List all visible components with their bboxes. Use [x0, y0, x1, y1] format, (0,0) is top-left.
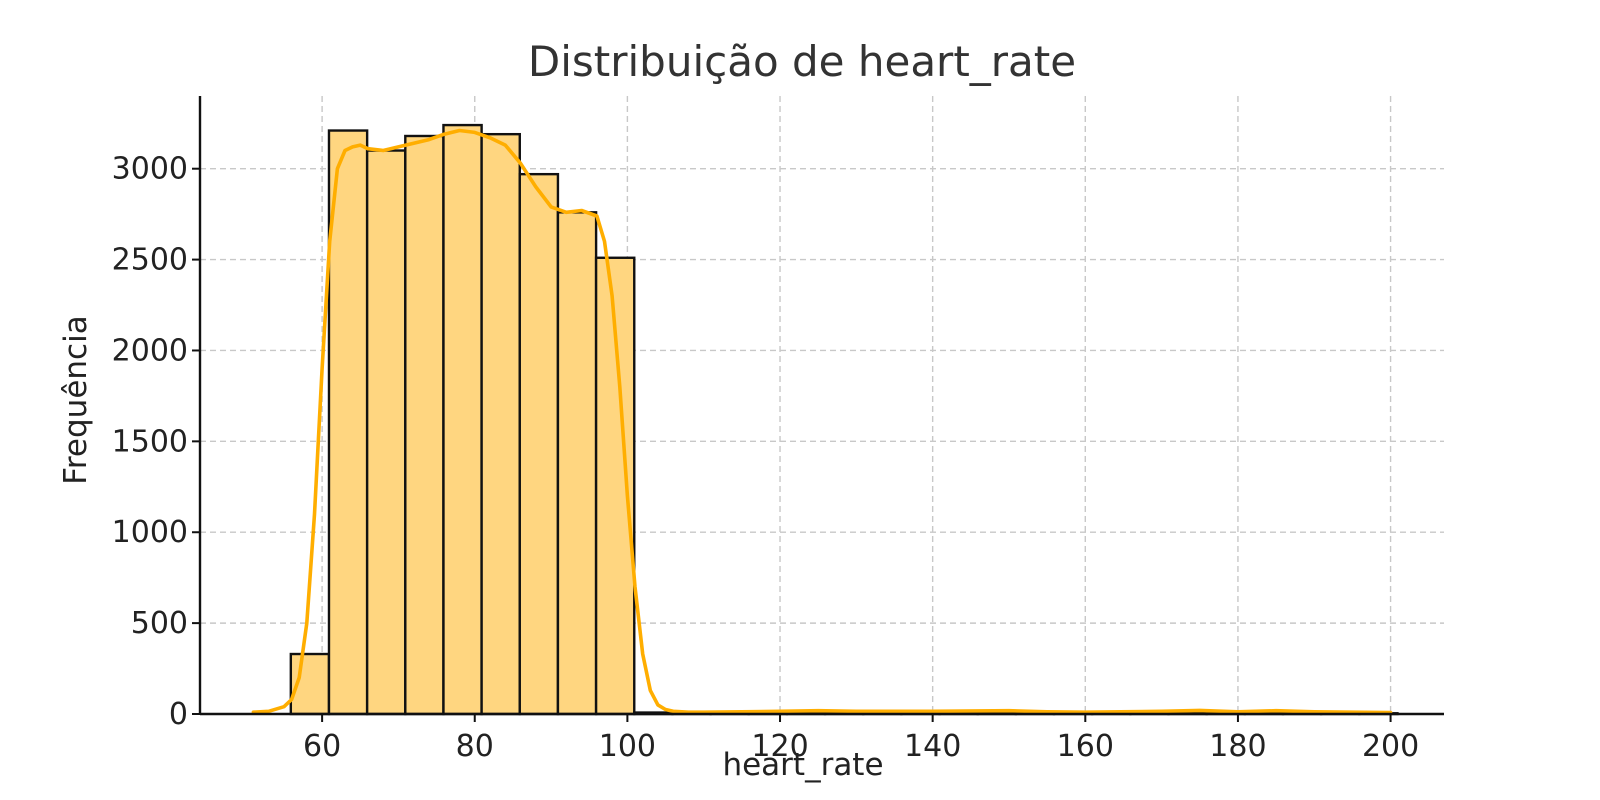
- x-axis-ticks: 60 80 100 120 140 160 180 200: [303, 714, 1419, 764]
- x-tick-label: 200: [1362, 729, 1419, 764]
- x-tick-label: 140: [904, 729, 961, 764]
- x-axis-label: heart_rate: [722, 747, 883, 783]
- x-tick-label: 60: [303, 729, 341, 764]
- y-axis-label: Frequência: [58, 315, 94, 484]
- histogram-bar: [327, 129, 369, 716]
- y-axis-ticks: 0 500 1000 1500 2000 2500 3000: [112, 152, 200, 732]
- y-tick-label: 500: [131, 606, 188, 641]
- x-tick-label: 100: [599, 729, 656, 764]
- histogram-bars: [289, 123, 1399, 716]
- histogram-bar: [365, 149, 407, 716]
- histogram-bar: [518, 172, 560, 716]
- histogram-bar: [556, 211, 598, 716]
- x-tick-label: 160: [1057, 729, 1114, 764]
- x-tick-label: 80: [456, 729, 494, 764]
- chart-title: Distribuição de heart_rate: [528, 37, 1076, 86]
- y-tick-label: 1000: [112, 515, 188, 550]
- histogram-bar: [480, 132, 521, 716]
- y-tick-label: 1500: [112, 424, 188, 459]
- x-tick-label: 120: [751, 729, 808, 764]
- x-tick-label: 180: [1209, 729, 1266, 764]
- y-tick-label: 3000: [112, 152, 188, 187]
- histogram-bar: [442, 123, 483, 716]
- histogram-bar: [404, 134, 445, 716]
- y-tick-label: 2500: [112, 243, 188, 278]
- y-tick-label: 2000: [112, 333, 188, 368]
- y-tick-label: 0: [169, 697, 188, 732]
- kde-curve: [251, 128, 1393, 715]
- axes: [198, 96, 1444, 716]
